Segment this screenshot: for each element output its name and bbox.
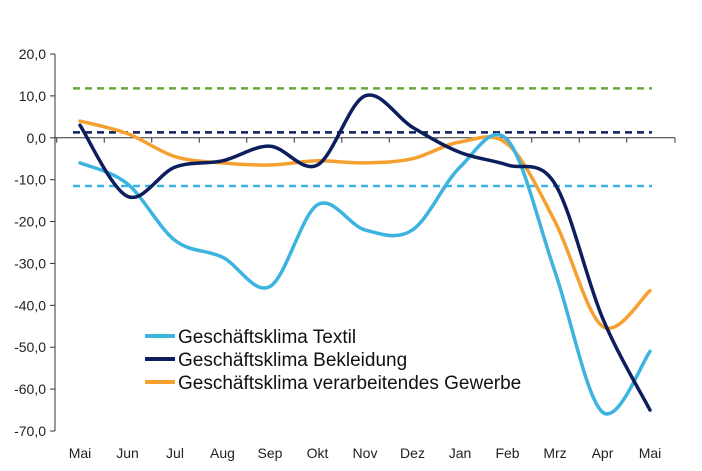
y-tick-label: 20,0 xyxy=(19,46,46,62)
x-tick-label: Jun xyxy=(116,445,139,461)
y-tick-label: 0,0 xyxy=(27,130,47,146)
x-tick-label: Dez xyxy=(400,445,425,461)
y-tick-label: -20,0 xyxy=(14,214,46,230)
x-tick-label: Aug xyxy=(210,445,235,461)
legend-label-2: Geschäftsklima Bekleidung xyxy=(178,350,407,371)
x-tick-label: Mai xyxy=(639,445,662,461)
y-tick-label: -40,0 xyxy=(14,297,46,313)
y-tick-label: 10,0 xyxy=(19,88,46,104)
x-tick-label: Mrz xyxy=(543,445,566,461)
x-tick-label: Feb xyxy=(495,445,519,461)
series-line-3 xyxy=(78,119,652,331)
x-tick-label: Apr xyxy=(592,445,614,461)
x-tick-label: Jul xyxy=(166,445,184,461)
legend-label-3: Geschäftsklima verarbeitendes Gewerbe xyxy=(178,373,521,394)
x-tick-label: Sep xyxy=(258,445,283,461)
legend-label-1: Geschäftsklima Textil xyxy=(178,327,356,348)
y-tick-label: -50,0 xyxy=(14,339,46,355)
x-tick-label: Jan xyxy=(449,445,472,461)
x-tick-label: Okt xyxy=(307,445,329,461)
series-line-1 xyxy=(78,132,652,416)
x-tick-label: Mai xyxy=(69,445,92,461)
y-tick-label: -60,0 xyxy=(14,381,46,397)
series-line-2 xyxy=(78,93,652,412)
y-tick-label: -70,0 xyxy=(14,423,46,439)
y-tick-label: -10,0 xyxy=(14,172,46,188)
x-tick-label: Nov xyxy=(353,445,378,461)
y-tick-label: -30,0 xyxy=(14,255,46,271)
